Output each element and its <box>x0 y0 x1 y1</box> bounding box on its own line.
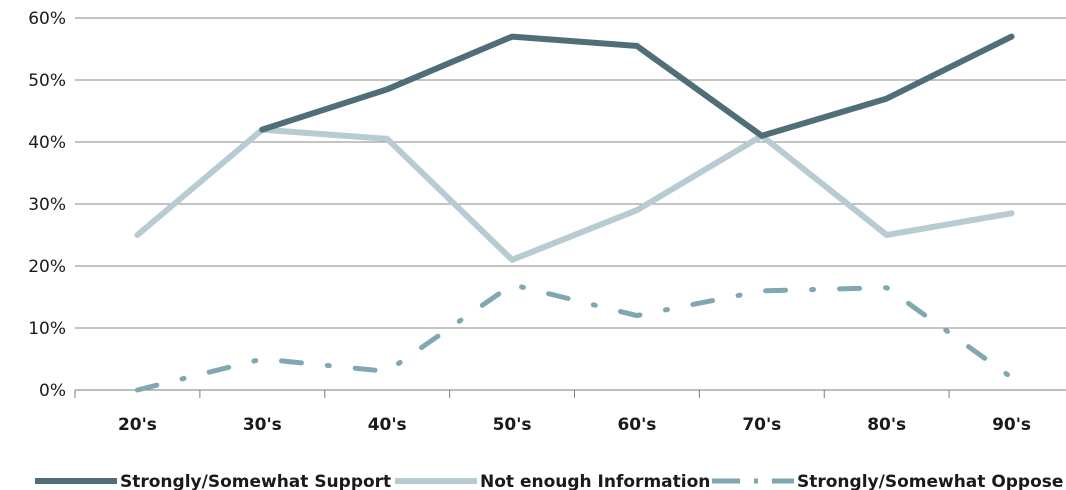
x-axis: 20's 30's 40's 50's 60's 70's 80's 90's <box>74 390 1031 435</box>
legend-label-1: Strongly/Somewhat Support <box>120 472 391 490</box>
y-tick-label: 0% <box>39 381 66 401</box>
series-line-1 <box>259 33 1015 139</box>
y-tick-label: 60% <box>28 9 66 29</box>
x-tick-label: 80's <box>867 415 906 435</box>
y-tick-label: 50% <box>28 71 66 91</box>
x-tick-label: 40's <box>368 415 407 435</box>
series-line-3 <box>134 282 1015 393</box>
x-tick-label: 90's <box>992 415 1031 435</box>
series-line-2 <box>134 126 1015 263</box>
y-tick-label: 20% <box>28 257 66 277</box>
x-tick-label: 70's <box>742 415 781 435</box>
y-axis-ticks: 0% 10% 20% 30% 40% 50% 60% <box>28 9 66 401</box>
x-tick-label: 30's <box>243 415 282 435</box>
y-tick-label: 40% <box>28 133 66 153</box>
legend-label-3: Strongly/Somewhat Oppose <box>797 472 1063 490</box>
x-tick-label: 60's <box>617 415 656 435</box>
y-tick-label: 10% <box>28 319 66 339</box>
grid <box>75 17 1066 391</box>
legend-label-2: Not enough Information <box>480 472 710 490</box>
legend: Strongly/Somewhat Support Not enough Info… <box>35 472 1063 490</box>
x-tick-label: 50's <box>493 415 532 435</box>
y-tick-label: 30% <box>28 195 66 215</box>
x-tick-label: 20's <box>118 415 157 435</box>
series-lines <box>134 33 1015 393</box>
